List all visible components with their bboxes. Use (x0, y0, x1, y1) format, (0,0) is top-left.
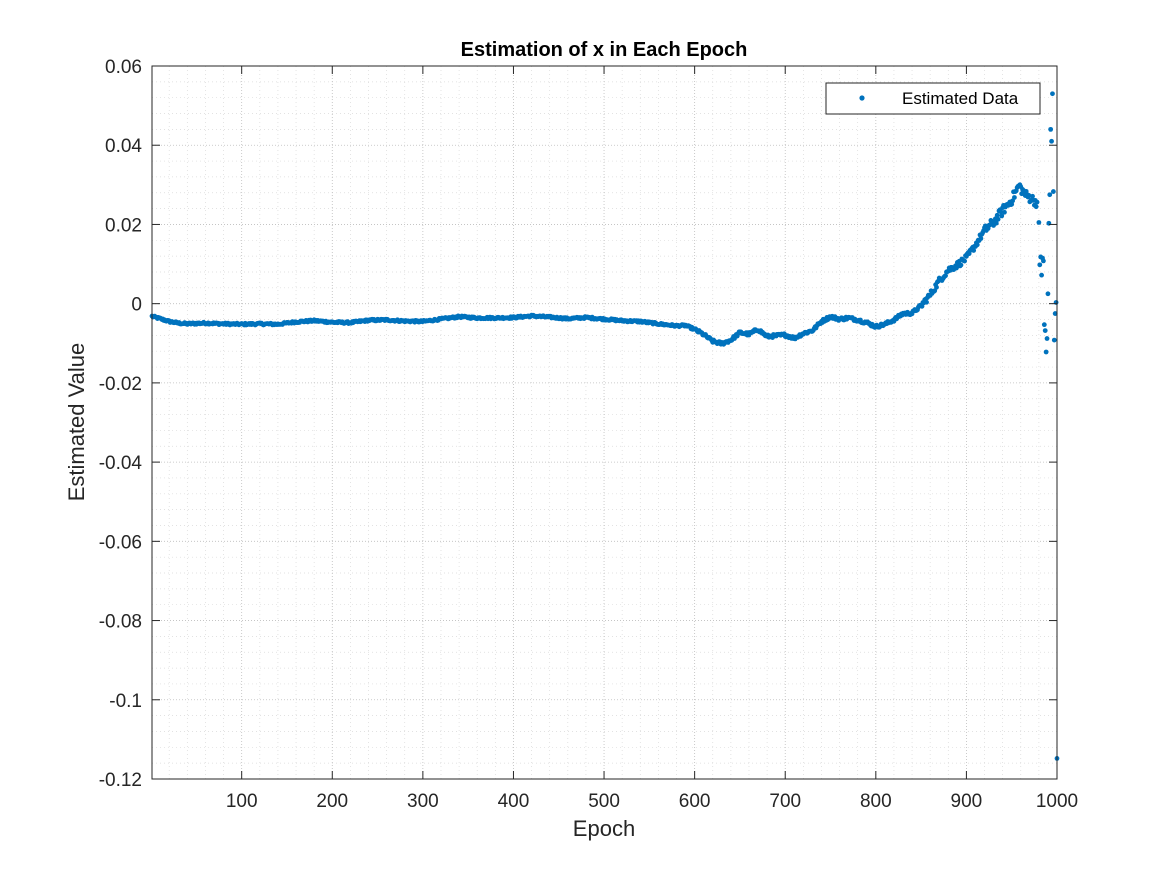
y-axis-label: Estimated Value (64, 343, 89, 502)
legend-marker (859, 95, 865, 101)
y-tick-label: 0 (131, 295, 142, 316)
chart-title: Estimation of x in Each Epoch (461, 39, 748, 61)
data-point (1049, 138, 1054, 144)
y-tick-label: 0.06 (105, 57, 142, 78)
y-tick-label: -0.04 (99, 453, 143, 474)
data-point (995, 216, 1001, 222)
data-point (1052, 311, 1058, 316)
x-tick-label: 100 (226, 791, 258, 812)
data-point (1030, 193, 1035, 199)
data-point (1002, 209, 1007, 215)
data-point (919, 303, 925, 309)
data-point (998, 209, 1004, 215)
x-axis-label: Epoch (573, 816, 635, 841)
data-point (1033, 204, 1039, 210)
y-tick-labels: 0.06 0.04 0.02 0 -0.02 -0.04 -0.06 -0.08 -0.1 -0.… (99, 57, 143, 791)
data-point (1044, 336, 1050, 341)
y-tick-label: -0.12 (99, 770, 142, 791)
data-point (1042, 328, 1048, 334)
tick-marks (152, 65, 1058, 780)
data-point (943, 273, 948, 279)
data-point (962, 258, 967, 264)
data-point (1037, 262, 1043, 268)
legend-entry-estimated-data: Estimated Data (902, 89, 1019, 108)
data-point (1041, 258, 1046, 264)
data-point (1047, 192, 1053, 198)
legend: Estimated Data (825, 82, 1041, 115)
data-point (999, 213, 1005, 219)
minor-grid (152, 66, 1057, 779)
y-tick-label: -0.1 (109, 691, 142, 712)
data-point (934, 284, 939, 290)
x-tick-label: 700 (769, 791, 801, 812)
y-tick-label: -0.08 (99, 612, 142, 633)
y-tick-label: 0.04 (105, 136, 142, 157)
x-tick-label: 200 (316, 791, 348, 812)
y-tick-label: 0.02 (105, 215, 142, 236)
x-tick-label: 1000 (1036, 791, 1078, 812)
data-point (993, 220, 999, 226)
data-point (1012, 195, 1017, 200)
x-tick-label: 600 (679, 791, 711, 812)
y-tick-label: -0.06 (99, 532, 142, 553)
x-tick-labels: 100 200 300 400 500 600 700 800 900 1000 (226, 791, 1078, 812)
data-point (994, 212, 1000, 218)
data-layer (149, 91, 1060, 761)
data-point (1036, 220, 1042, 225)
data-point (1034, 199, 1040, 205)
data-point (971, 248, 977, 253)
data-point (974, 242, 980, 248)
data-point (924, 299, 929, 305)
data-point (1050, 189, 1056, 194)
x-tick-label: 800 (860, 791, 892, 812)
data-point (1051, 337, 1057, 343)
x-tick-label: 300 (407, 791, 439, 812)
y-tick-label: -0.02 (99, 374, 142, 395)
x-tick-label: 400 (498, 791, 530, 812)
x-tick-label: 500 (588, 791, 620, 812)
data-point (1045, 291, 1051, 297)
data-point (1043, 349, 1049, 355)
data-point (1041, 322, 1047, 328)
data-point (978, 236, 984, 241)
data-point (1050, 91, 1055, 97)
data-point (1048, 126, 1054, 132)
data-point (958, 262, 964, 268)
data-point (1026, 193, 1032, 198)
x-tick-label: 900 (951, 791, 983, 812)
data-point (1039, 272, 1044, 278)
